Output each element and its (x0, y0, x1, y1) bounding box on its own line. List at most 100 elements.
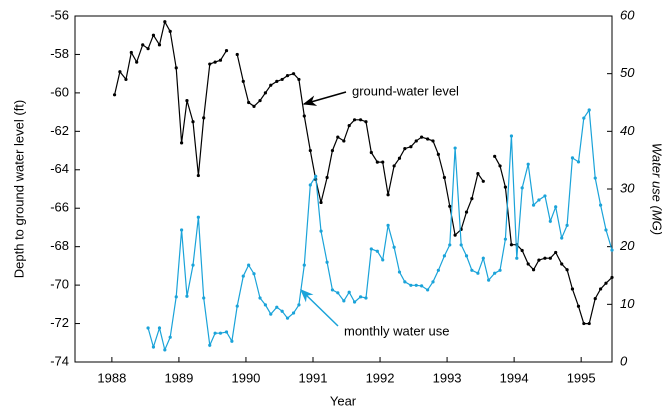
data-point (409, 145, 413, 149)
y-tick-label: -72 (50, 315, 69, 330)
data-point (420, 135, 424, 139)
data-point (381, 258, 385, 262)
y2-tick-label: 20 (619, 238, 635, 253)
data-point (604, 228, 608, 232)
data-point (610, 275, 614, 280)
data-point (593, 176, 597, 180)
data-point (509, 243, 514, 247)
data-point (487, 278, 491, 282)
data-point (442, 254, 446, 258)
data-point (448, 243, 452, 247)
data-point (409, 283, 413, 287)
data-point (146, 47, 150, 51)
data-point (498, 164, 502, 168)
data-point (213, 60, 217, 64)
data-point (151, 33, 156, 37)
data-point (403, 147, 407, 151)
y-tick-label: -74 (50, 353, 69, 368)
data-point (325, 175, 329, 180)
y2-tick-label: 30 (620, 180, 635, 195)
data-point (537, 258, 541, 262)
data-point (599, 287, 603, 291)
series-line (147, 108, 613, 352)
annotation-label: monthly water use (344, 323, 450, 338)
data-point (560, 262, 564, 266)
data-point (493, 154, 497, 158)
data-point (570, 287, 575, 291)
data-point (319, 229, 323, 233)
data-point (431, 280, 435, 284)
data-point (179, 228, 184, 232)
data-point (570, 156, 575, 160)
data-point (481, 256, 485, 260)
data-point (610, 248, 614, 252)
data-point (364, 296, 368, 300)
data-point (526, 162, 530, 166)
data-point (358, 295, 363, 299)
data-point (364, 120, 368, 124)
x-axis-label: Year (330, 393, 357, 408)
data-point (118, 70, 122, 74)
data-point (124, 77, 128, 82)
y2-tick-label: 40 (620, 123, 635, 138)
data-point (302, 114, 306, 118)
data-point (258, 296, 262, 300)
x-tick-label: 1993 (433, 370, 462, 385)
data-point (330, 148, 335, 153)
data-point (168, 335, 172, 339)
data-point (336, 135, 340, 139)
x-tick-label: 1992 (366, 370, 395, 385)
data-point (275, 79, 279, 83)
data-point (269, 83, 273, 87)
data-point (481, 179, 485, 183)
y2-tick-label: 10 (620, 296, 635, 311)
data-point (275, 305, 279, 309)
data-point (285, 316, 290, 320)
data-point (342, 299, 346, 303)
data-point (436, 152, 440, 156)
data-point (548, 219, 552, 223)
data-point (112, 93, 117, 97)
data-point (336, 291, 340, 295)
data-point (302, 263, 306, 267)
data-point (291, 72, 296, 76)
data-point (280, 77, 284, 82)
data-point (151, 345, 156, 349)
data-point (414, 283, 418, 287)
x-tick-label: 1994 (500, 370, 529, 385)
data-point (163, 348, 167, 352)
data-point (509, 134, 514, 138)
data-point (369, 150, 373, 155)
data-point (352, 118, 357, 122)
data-point (291, 311, 296, 315)
data-point (375, 249, 379, 253)
data-point (470, 268, 474, 272)
data-point (208, 62, 212, 66)
data-point (247, 263, 251, 267)
data-point (352, 300, 357, 304)
data-point (230, 339, 234, 343)
data-point (476, 172, 480, 176)
data-point (565, 268, 569, 272)
data-point (347, 123, 351, 128)
data-point (576, 160, 581, 164)
data-point (235, 304, 239, 308)
data-point (426, 137, 430, 141)
data-point (308, 148, 312, 153)
y-tick-label: -62 (50, 123, 69, 138)
data-point (554, 205, 558, 209)
data-point (464, 254, 469, 258)
data-point (224, 49, 229, 53)
data-point (604, 281, 608, 285)
data-point (285, 73, 290, 78)
data-point (157, 326, 162, 330)
data-point (587, 321, 591, 326)
annotation-arrow (300, 289, 339, 327)
data-point (548, 256, 552, 260)
data-point (386, 223, 390, 227)
data-point (141, 43, 145, 47)
y2-tick-label: 60 (620, 7, 635, 22)
data-point (503, 237, 508, 241)
data-point (235, 52, 239, 57)
data-point (252, 272, 256, 276)
